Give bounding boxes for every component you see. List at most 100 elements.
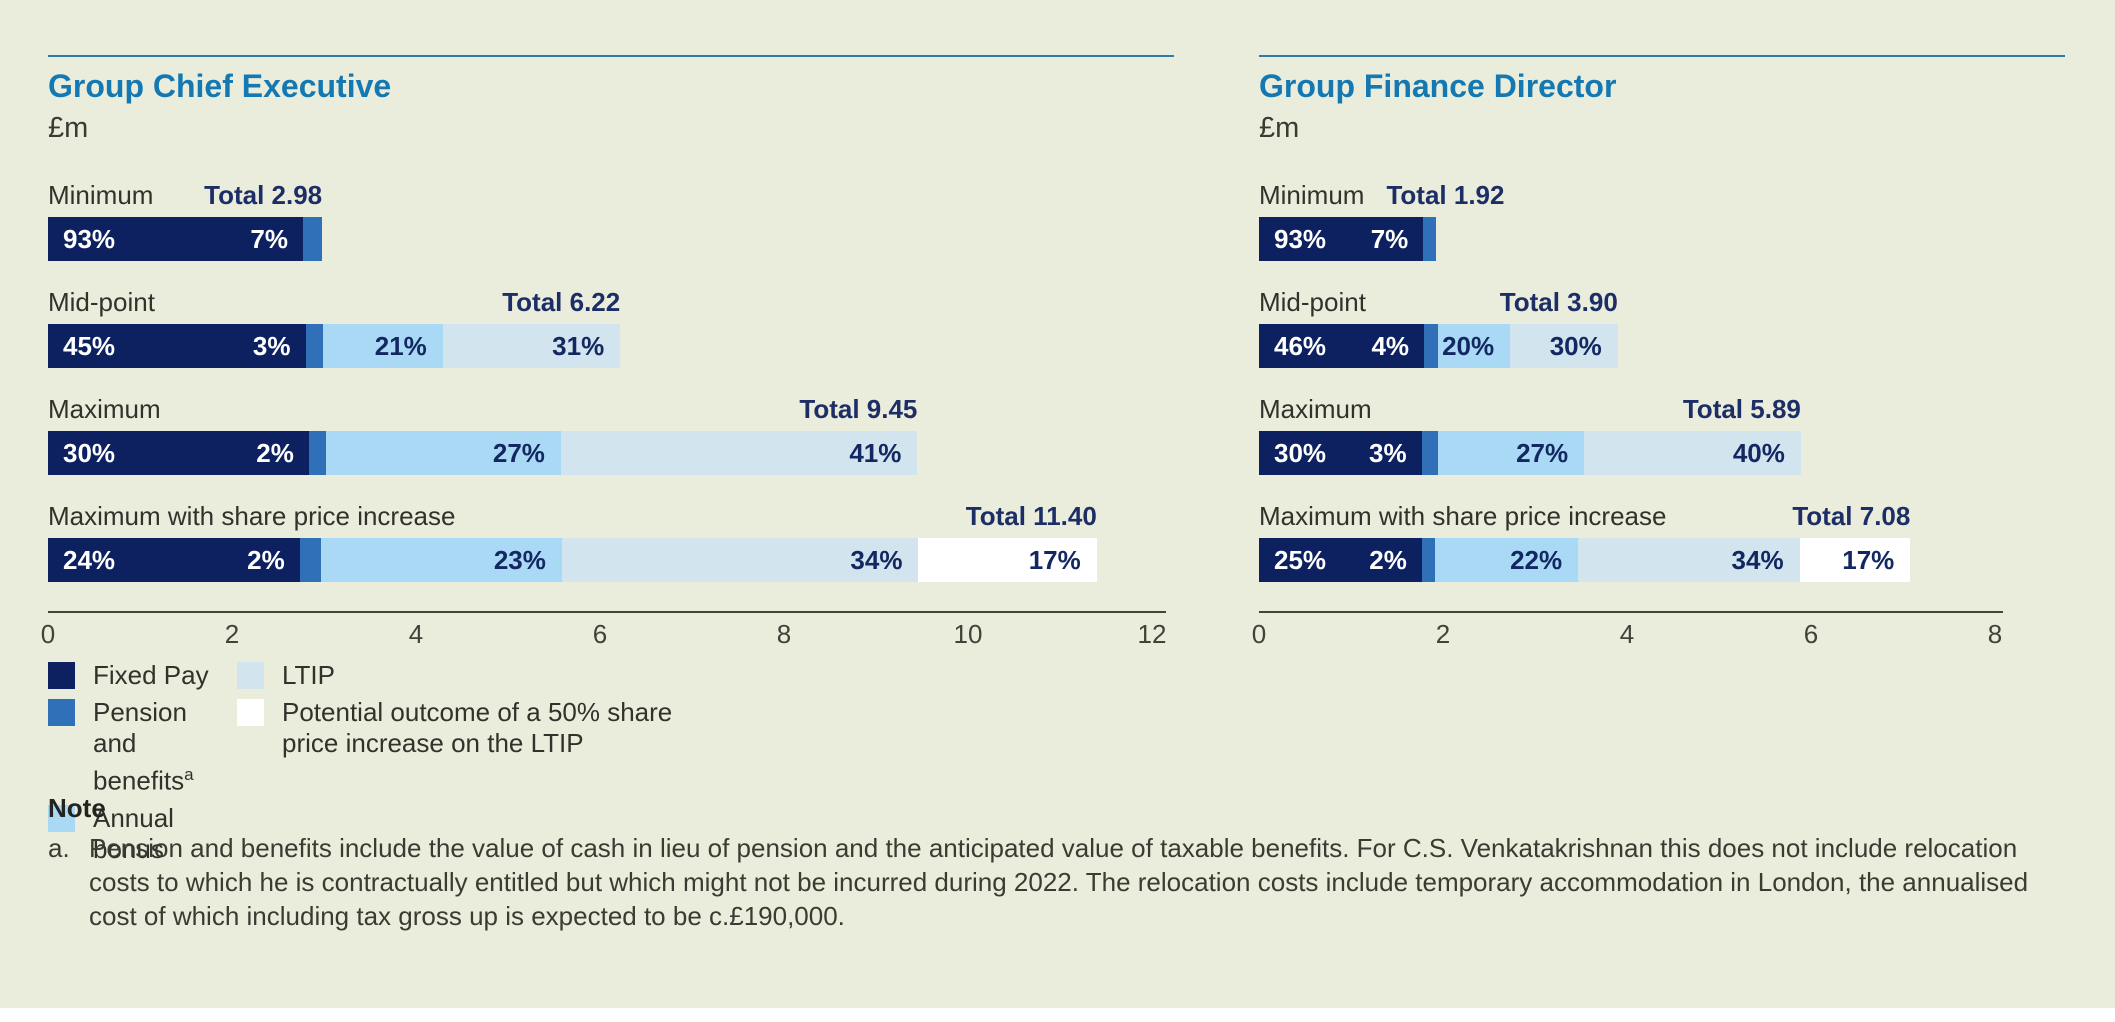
bottom-strip <box>0 1008 2115 1022</box>
pct-label: 17% <box>1842 544 1895 575</box>
panel-unit-label: £m <box>48 112 89 144</box>
pct-label: 22% <box>1510 544 1563 575</box>
legend-item-annual-bonus: Annual bonus <box>48 803 237 865</box>
pct-label: 30% <box>1549 330 1602 361</box>
legend-label: Annual bonus <box>93 803 237 865</box>
scenario-total: Total 2.98 <box>204 180 323 210</box>
bar-segment-pension <box>305 324 323 368</box>
bar-segment-fixed-pay: 30% 3% <box>1259 431 1422 475</box>
pct-label: 23% <box>493 544 546 575</box>
pct-label: 20% <box>1442 330 1495 361</box>
legend-label-text: Pension and benefits <box>93 697 187 796</box>
note-marker: a. <box>48 833 70 863</box>
bar-segment-annual-bonus: 27% <box>1437 431 1585 475</box>
scenario-label: Minimum <box>48 180 154 210</box>
scenario-total: Total 6.22 <box>502 287 621 317</box>
bar-segment-fixed-pay: 93% 7% <box>48 217 303 261</box>
pct-label: 3% <box>1368 437 1407 468</box>
bar-segment-ltip: 30% <box>1510 324 1618 368</box>
note-item: a. Pension and benefits include the valu… <box>48 831 2043 933</box>
bar-segment-ltip: 40% <box>1584 431 1801 475</box>
note-heading: Note <box>48 793 106 823</box>
pct-label: 34% <box>850 544 903 575</box>
legend-column: Fixed Pay Pension and benefitsa Annual bon… <box>48 660 237 873</box>
scenario-head: Minimum Total 1.92 <box>1259 180 1504 217</box>
x-axis-tick: 4 <box>408 619 424 649</box>
legend-label: LTIP <box>282 660 712 691</box>
scenario-rows: Minimum Total 2.98 93% 7% Mid-point Total 6.2… <box>48 180 1174 582</box>
bar-segment-pension <box>308 431 327 475</box>
bar-segment-pension <box>1421 538 1435 582</box>
x-axis-tick: 2 <box>1435 619 1451 649</box>
bar-segment-fixed-pay: 45% 3% <box>48 324 306 368</box>
x-axis: 0 2 4 6 8 <box>1252 611 2065 661</box>
bar-segment-fixed-pay: 30% 2% <box>48 431 309 475</box>
stacked-bar: 45% 3% 21% 31% <box>48 324 621 368</box>
bar-segment-ltip: 34% <box>561 538 919 582</box>
pct-label: 3% <box>252 330 291 361</box>
bar-segment-annual-bonus: 20% <box>1438 324 1511 368</box>
pct-label: 31% <box>552 330 605 361</box>
bar-segment-annual-bonus: 21% <box>322 324 443 368</box>
bar-segment-pension <box>299 538 321 582</box>
bar-segment-ltip: 31% <box>442 324 621 368</box>
scenario-row: Maximum with share price increase Total 1… <box>48 501 1174 582</box>
pct-label: 27% <box>1516 437 1569 468</box>
stacked-bar: 93% 7% <box>48 217 323 261</box>
stacked-bar: 30% 2% 27% 41% <box>48 431 918 475</box>
scenario-row: Mid-point Total 3.90 46% 4% 20% 30% <box>1259 287 2065 368</box>
bar-segment-ltip: 34% <box>1578 538 1800 582</box>
pension-swatch-icon <box>48 699 75 726</box>
x-axis-line <box>1259 611 2003 613</box>
stacked-bar: 30% 3% 27% 40% <box>1259 431 1801 475</box>
scenario-label: Mid-point <box>1259 287 1366 317</box>
scenario-total: Total 3.90 <box>1499 287 1618 317</box>
scenario-head: Maximum Total 5.89 <box>1259 394 1801 431</box>
scenario-total: Total 9.45 <box>799 394 918 424</box>
legend-label-superscript: a <box>184 765 194 784</box>
stacked-bar: 46% 4% 20% 30% <box>1259 324 1618 368</box>
scenario-head: Mid-point Total 3.90 <box>1259 287 1618 324</box>
pct-label: 45% <box>63 330 116 361</box>
panel-title: Group Finance Director <box>1259 68 1617 104</box>
scenario-total: Total 1.92 <box>1386 180 1505 210</box>
legend-label-text: Potential outcome of a 50% share price i… <box>282 697 673 758</box>
x-axis-tick: 0 <box>40 619 56 649</box>
panel-top-rule <box>1259 55 2065 57</box>
bar-segment-fixed-pay: 46% 4% <box>1259 324 1425 368</box>
pct-label: 34% <box>1731 544 1784 575</box>
x-axis-tick: 8 <box>1987 619 2003 649</box>
scenario-head: Mid-point Total 6.22 <box>48 287 621 324</box>
x-axis-tick: 6 <box>592 619 608 649</box>
scenario-label: Maximum with share price increase <box>48 501 456 531</box>
x-axis-line <box>48 611 1166 613</box>
bar-segment-fixed-pay: 25% 2% <box>1259 538 1422 582</box>
scenario-total: Total 5.89 <box>1682 394 1801 424</box>
pct-label: 2% <box>247 544 285 575</box>
note-text: Pension and benefits include the value o… <box>89 833 2029 931</box>
legend: Fixed Pay Pension and benefitsa Annual bon… <box>48 660 712 873</box>
x-axis-tick: 4 <box>1619 619 1635 649</box>
pct-label: 30% <box>63 437 116 468</box>
scenario-head: Minimum Total 2.98 <box>48 180 323 217</box>
bar-segment-annual-bonus: 22% <box>1434 538 1579 582</box>
pct-label: 46% <box>1274 330 1327 361</box>
scenario-row: Maximum with share price increase Total 7… <box>1259 501 2065 582</box>
pct-label: 2% <box>1369 544 1407 575</box>
pct-label: 7% <box>1370 223 1409 254</box>
share-increase-swatch-icon <box>237 699 264 726</box>
panel-group-chief-executive: Group Chief Executive £m Minimum Total 2.98… <box>41 0 1174 661</box>
scenario-head: Maximum with share price increase Total 7… <box>1259 501 1910 538</box>
legend-label-text: Annual bonus <box>93 802 174 864</box>
legend-label: Fixed Pay <box>93 660 209 691</box>
scenario-row: Mid-point Total 6.22 45% 3% 21% 31% <box>48 287 1174 368</box>
x-axis-tick: 8 <box>776 619 792 649</box>
note: Note a. Pension and benefits include the… <box>48 792 2043 933</box>
x-axis-tick: 10 <box>953 619 983 649</box>
legend-item-fixed-pay: Fixed Pay <box>48 660 237 691</box>
bar-segment-pension <box>1423 217 1436 261</box>
scenario-row: Maximum Total 5.89 30% 3% 27% 40% <box>1259 394 2065 475</box>
pct-label: 93% <box>63 223 116 254</box>
stacked-bar: 25% 2% 22% 34% 17% <box>1259 538 1911 582</box>
